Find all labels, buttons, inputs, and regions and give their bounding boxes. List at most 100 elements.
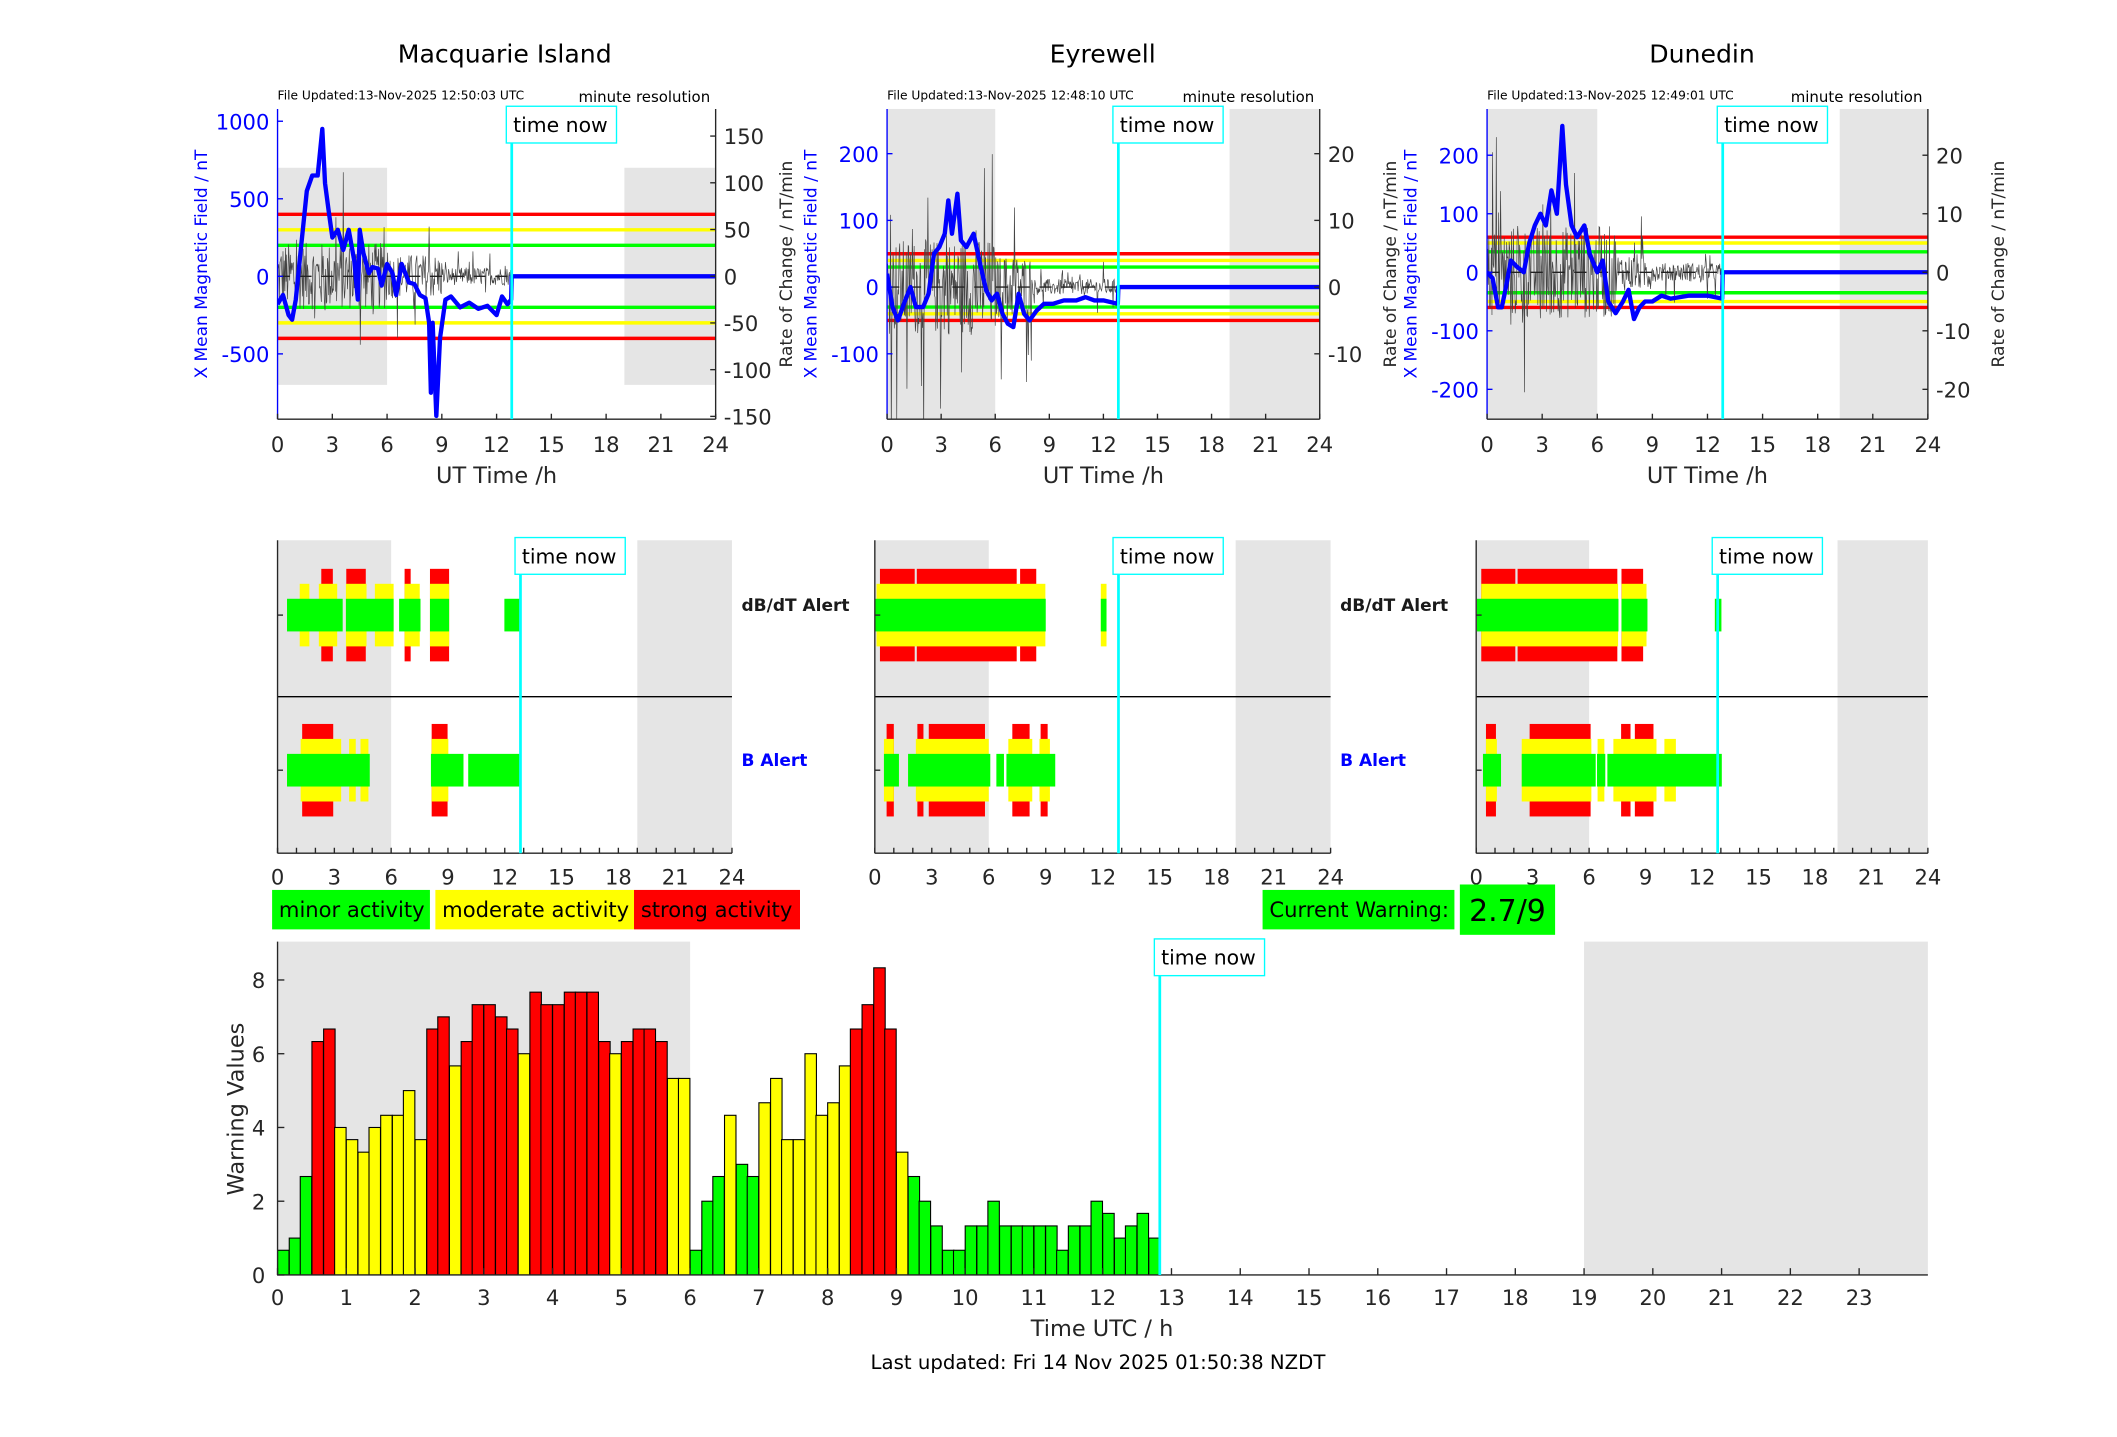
- dbdt-alert-minor-block: [1100, 598, 1107, 632]
- legend-strong-label: strong activity: [641, 897, 792, 922]
- x-tick-label: 15: [538, 432, 565, 457]
- x-tick-label: 21: [1708, 1285, 1735, 1310]
- warning-bar: [448, 1065, 462, 1276]
- x-tick-label: 24: [1317, 864, 1344, 889]
- right-tick-label: 0: [1936, 260, 1949, 285]
- left-axis-label: X Mean Magnetic Field / nT: [1401, 149, 1421, 379]
- y-tick-label: 4: [252, 1116, 265, 1141]
- warning-bar: [1045, 1225, 1058, 1276]
- warning-bar: [770, 1077, 783, 1276]
- x-tick-label: 0: [1469, 864, 1482, 889]
- x-tick-label: 17: [1433, 1285, 1460, 1310]
- x-tick-label: 12: [483, 432, 510, 457]
- x-tick-label: 3: [328, 864, 341, 889]
- warning-bar: [345, 1139, 359, 1276]
- x-tick-label: 9: [890, 1285, 903, 1310]
- x-tick-label: 6: [380, 432, 393, 457]
- station-dunedin: Dunedin File Updated:13-Nov-2025 12:49:01…: [1401, 40, 2009, 890]
- legend-moderate-swatch: [435, 889, 635, 930]
- x-tick-label: 9: [1043, 432, 1056, 457]
- x-tick-label: 24: [1914, 864, 1941, 889]
- warning-bar: [391, 1114, 405, 1276]
- last-updated: Last updated: Fri 14 Nov 2025 01:50:38 N…: [871, 1351, 1327, 1374]
- x-tick-label: 21: [647, 432, 674, 457]
- x-tick-label: 2: [408, 1285, 421, 1310]
- warning-bar: [999, 1225, 1012, 1276]
- current-warning-value-box: [1459, 884, 1556, 935]
- warning-bar: [334, 1126, 347, 1276]
- warning-bar: [1113, 1237, 1127, 1276]
- warning-bar: [861, 1004, 875, 1276]
- x-tick-label: 9: [441, 864, 454, 889]
- dbdt-alert-label: dB/dT Alert: [741, 596, 849, 616]
- b-alert-minor-block: [287, 753, 370, 787]
- x-field-line: [887, 191, 1320, 330]
- x-tick-label: 18: [1502, 1285, 1529, 1310]
- bar-chart-xlabel: Time UTC / h: [1030, 1316, 1174, 1342]
- left-tick-label: 0: [865, 275, 878, 300]
- warning-bar: [976, 1225, 989, 1276]
- x-tick-label: 12: [1694, 432, 1721, 457]
- x-tick-label: 9: [1639, 864, 1652, 889]
- warning-bar: [1079, 1225, 1093, 1276]
- right-tick-label: 100: [724, 171, 764, 196]
- b-alert-label: B Alert: [741, 751, 807, 771]
- resolution-label: minute resolution: [578, 88, 710, 106]
- right-tick-label: 20: [1328, 142, 1355, 167]
- warning-bar: [494, 1016, 508, 1276]
- x-tick-label: 5: [615, 1285, 628, 1310]
- x-tick-label: 12: [1089, 864, 1116, 889]
- x-tick-label: 21: [1859, 432, 1886, 457]
- station-title: Dunedin: [1649, 40, 1755, 69]
- activity-legend: minor activity moderate activity strong …: [272, 889, 800, 930]
- warning-bar: [792, 1139, 806, 1276]
- left-tick-label: 0: [1465, 260, 1478, 285]
- x-tick-label: 7: [752, 1285, 765, 1310]
- x-tick-label: 21: [1252, 432, 1279, 457]
- time-now-label: time now: [1120, 113, 1215, 137]
- warning-bar: [677, 1077, 691, 1276]
- x-tick-label: 9: [1646, 432, 1659, 457]
- x-tick-label: 0: [271, 1285, 284, 1310]
- warning-bar: [540, 1004, 553, 1276]
- warning-bar: [437, 1016, 450, 1276]
- right-tick-label: 150: [724, 124, 764, 149]
- warning-bar: [804, 1053, 817, 1276]
- left-tick-label: 200: [1439, 143, 1479, 168]
- resolution-label: minute resolution: [1791, 88, 1923, 106]
- warning-bar: [689, 1249, 703, 1276]
- dbdt-alert-minor-block: [399, 598, 421, 632]
- x-tick-label: 15: [1745, 864, 1772, 889]
- left-tick-label: 100: [1439, 202, 1479, 227]
- warning-bar: [609, 1053, 622, 1276]
- x-tick-label: 18: [593, 432, 620, 457]
- left-axis-label: X Mean Magnetic Field / nT: [801, 149, 821, 379]
- warning-bar: [586, 991, 599, 1276]
- left-tick-label: -200: [1431, 377, 1479, 402]
- warning-bar: [964, 1225, 978, 1276]
- warning-bar: [414, 1139, 428, 1276]
- warning-bar: [712, 1175, 725, 1276]
- legend-moderate-label: moderate activity: [442, 897, 629, 922]
- night-shading: [1229, 108, 1320, 420]
- warning-bar: [1056, 1249, 1069, 1276]
- right-axis-label: Rate of Change / nT/min: [1381, 161, 1401, 368]
- x-tick-label: 24: [1914, 432, 1941, 457]
- left-tick-label: 200: [839, 142, 879, 167]
- x-tick-label: 3: [925, 864, 938, 889]
- station-macquarie-island: Macquarie Island File Updated:13-Nov-2025…: [192, 40, 850, 890]
- left-axis-label: X Mean Magnetic Field / nT: [192, 149, 212, 379]
- y-tick-label: 6: [252, 1042, 265, 1067]
- x-tick-label: 24: [702, 432, 729, 457]
- warning-bar: [884, 1028, 897, 1276]
- x-axis-label: UT Time /h: [436, 463, 557, 489]
- right-tick-label: -100: [724, 358, 772, 383]
- time-now-box: [1112, 105, 1224, 144]
- x-tick-label: 19: [1571, 1285, 1598, 1310]
- warning-bar: [952, 1249, 966, 1276]
- warning-bar: [666, 1077, 680, 1276]
- warning-bar: [1021, 1225, 1035, 1276]
- x-axis-label: UT Time /h: [1647, 463, 1768, 489]
- warning-bar: [701, 1200, 714, 1276]
